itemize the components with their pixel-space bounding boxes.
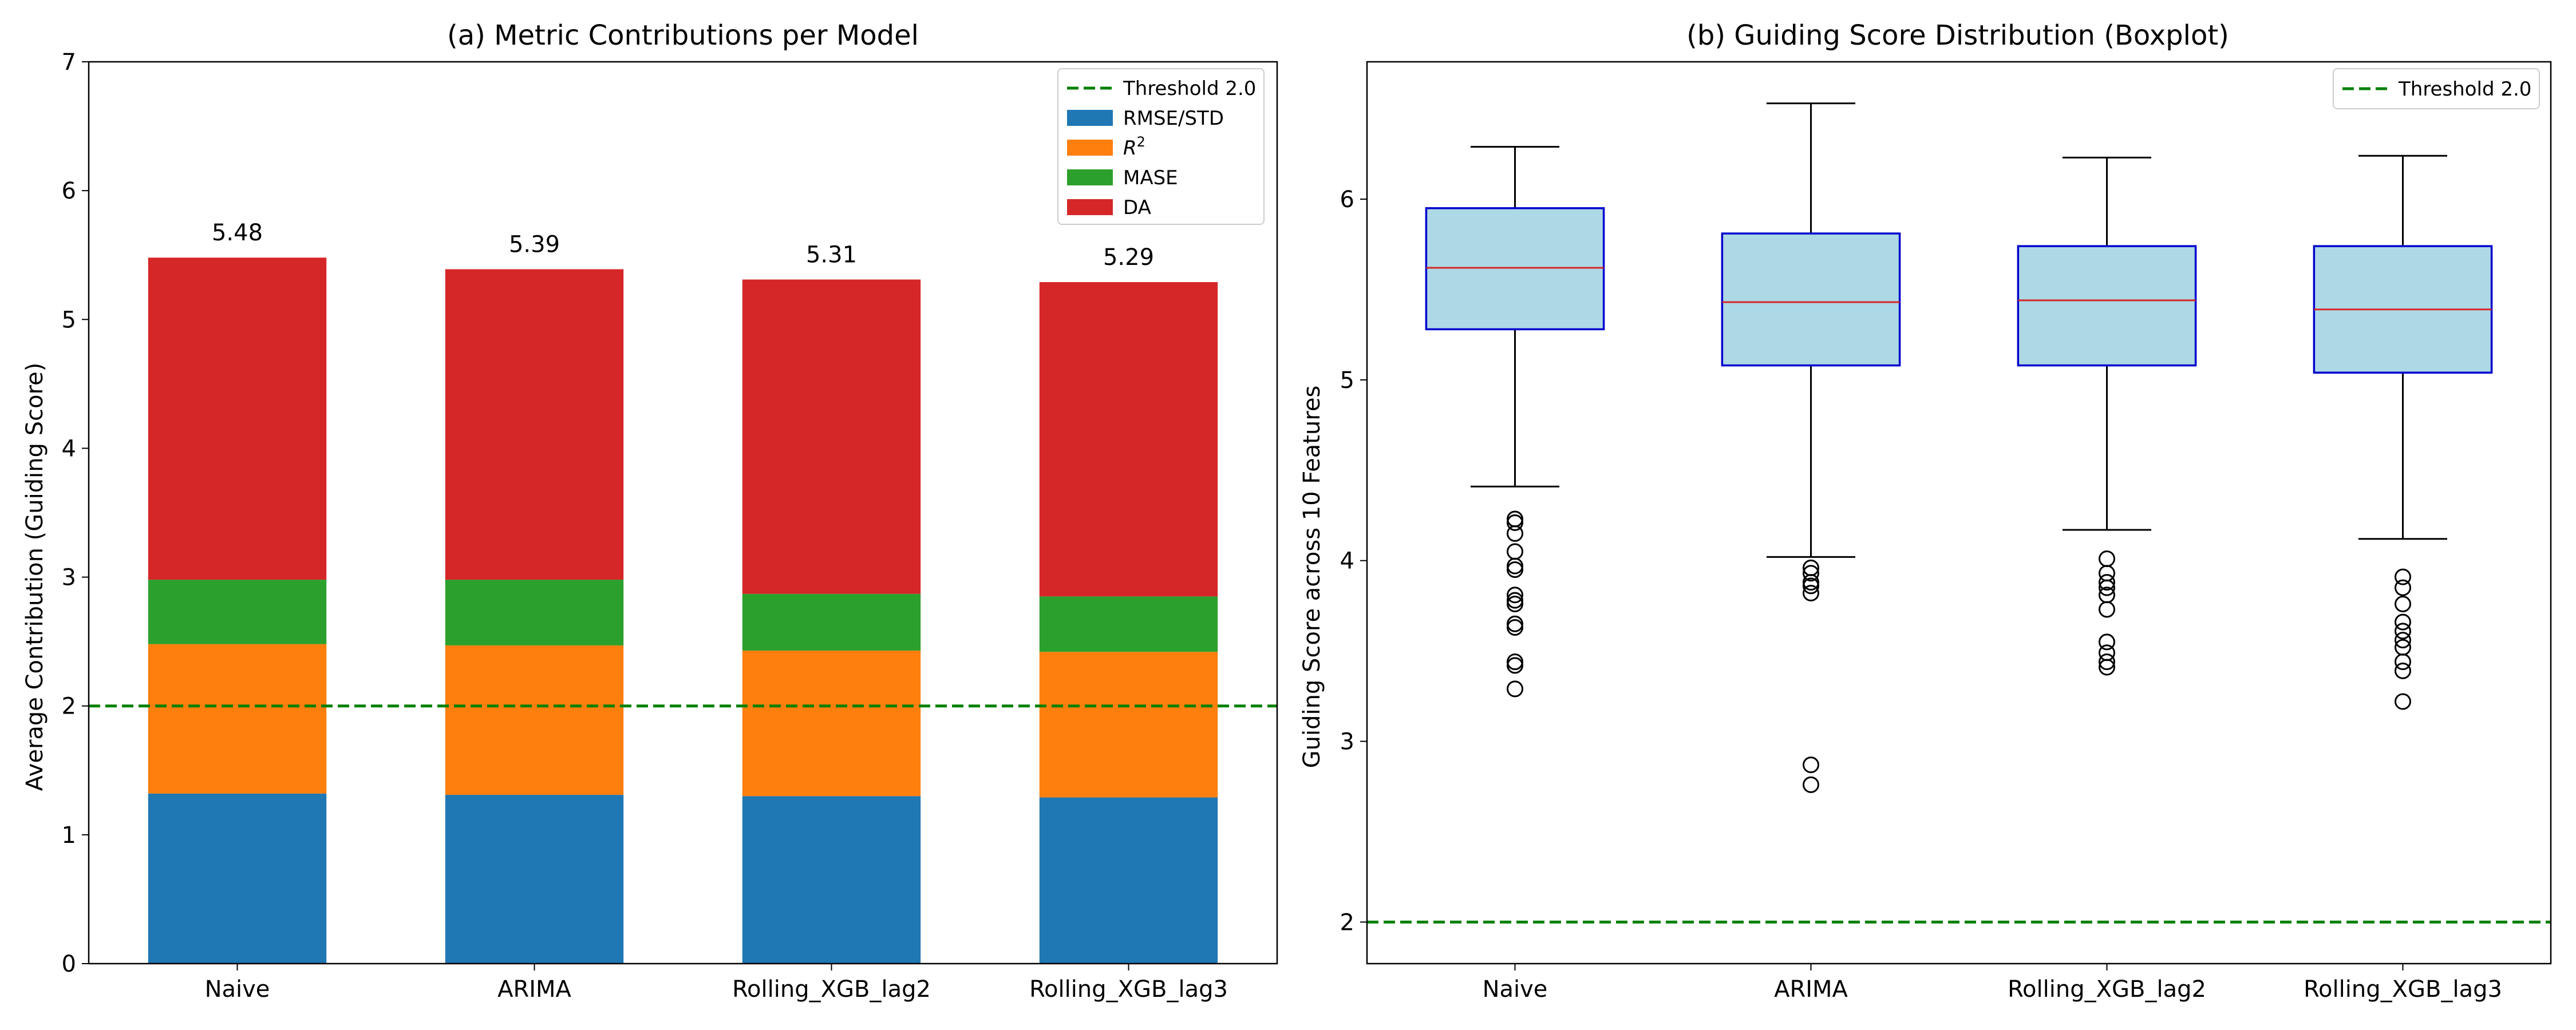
- outlier-point: [1803, 756, 1819, 774]
- bar-segment-arima-r2: [445, 645, 624, 795]
- x-tick-label: Rolling_XGB_lag2: [732, 976, 931, 1003]
- outlier-point: [2395, 613, 2411, 631]
- bar-segment-rolling-xgb-lag3-mase: [1039, 596, 1218, 652]
- outlier-point: [2395, 662, 2411, 679]
- outlier-point: [2395, 568, 2411, 585]
- legend-label-r2: R2: [1123, 134, 1145, 160]
- bar-segment-rolling-xgb-lag2-rmse-std: [742, 796, 921, 964]
- bar-segment-naive-da: [148, 258, 327, 580]
- legend-swatch-mase: [1067, 169, 1113, 185]
- box-arima: [1721, 232, 1901, 367]
- chart-a-y-axis-label: Average Contribution (Guiding Score): [22, 363, 48, 791]
- outlier-point: [2099, 633, 2115, 651]
- y-tick-label: 3: [62, 565, 76, 591]
- total-label: 5.29: [1103, 244, 1154, 271]
- y-tick-label: 0: [62, 951, 76, 977]
- outlier-point: [2099, 574, 2115, 591]
- outlier-point: [2099, 579, 2115, 596]
- plot-frame: [1366, 61, 2552, 965]
- bar-segment-naive-mase: [148, 580, 327, 644]
- bar-segment-arima-mase: [445, 580, 624, 645]
- outlier-point: [1507, 525, 1523, 542]
- legend-swatch-r2: [1067, 140, 1113, 156]
- y-tick-label: 3: [1340, 729, 1354, 755]
- x-tick-label: ARIMA: [1774, 976, 1848, 1003]
- legend-label-da: DA: [1123, 196, 1151, 219]
- outlier-point: [1803, 776, 1819, 793]
- plot-frame: [88, 61, 1278, 965]
- chart-b-legend: Threshold 2.0: [2333, 68, 2540, 109]
- y-tick-label: 4: [1340, 548, 1354, 575]
- x-tick-label: Rolling_XGB_lag3: [1029, 976, 1228, 1003]
- legend-swatch-da: [1067, 199, 1113, 215]
- x-tick-label: Naive: [205, 976, 270, 1003]
- bar-segment-rolling-xgb-lag2-r2: [742, 650, 921, 797]
- bar-segment-naive-r2: [148, 644, 327, 794]
- outlier-point: [1803, 565, 1819, 582]
- y-tick-label: 1: [62, 822, 76, 849]
- outlier-point: [1507, 595, 1523, 612]
- outlier-point: [2099, 659, 2115, 676]
- y-tick-label: 2: [1340, 909, 1354, 936]
- total-label: 5.31: [806, 241, 857, 268]
- outlier-point: [1507, 514, 1523, 531]
- total-label: 5.48: [212, 220, 263, 246]
- outlier-point: [1507, 561, 1523, 578]
- bar-segment-rolling-xgb-lag2-mase: [742, 593, 921, 651]
- legend-label-rmse-std: RMSE/STD: [1123, 107, 1224, 130]
- panel-b-boxplot-chart: (b) Guiding Score Distribution (Boxplot)…: [1299, 19, 2552, 1003]
- bar-segment-arima-da: [445, 269, 624, 580]
- bar-segment-arima-rmse-std: [445, 795, 624, 964]
- bar-segment-rolling-xgb-lag2-da: [742, 279, 921, 594]
- total-label: 5.39: [509, 231, 560, 258]
- chart-b-title: (b) Guiding Score Distribution (Boxplot): [1686, 19, 2229, 52]
- chart-a-legend: Threshold 2.0 RMSE/STD R2 MASE DA: [1057, 68, 1265, 225]
- bar-segment-naive-rmse-std: [148, 793, 327, 964]
- chart-a-title: (a) Metric Contributions per Model: [447, 19, 919, 52]
- bar-segment-rolling-xgb-lag3-r2: [1039, 652, 1218, 798]
- outlier-point: [2395, 693, 2411, 710]
- outlier-point: [2099, 601, 2115, 618]
- bar-segment-rolling-xgb-lag3-rmse-std: [1039, 797, 1218, 964]
- y-tick-label: 5: [62, 307, 76, 333]
- y-tick-label: 6: [1340, 187, 1354, 213]
- outlier-point: [2099, 653, 2115, 671]
- outlier-point: [2395, 595, 2411, 612]
- outlier-point: [1507, 657, 1523, 674]
- outlier-point: [1507, 587, 1523, 604]
- outlier-point: [2395, 653, 2411, 671]
- legend-threshold-label: Threshold 2.0: [2398, 78, 2531, 101]
- legend-label-mase: MASE: [1123, 167, 1178, 189]
- legend-threshold-label: Threshold 2.0: [1123, 77, 1256, 100]
- outlier-point: [1803, 585, 1819, 602]
- outlier-point: [2395, 579, 2411, 596]
- x-tick-label: Naive: [1483, 976, 1548, 1003]
- box-rolling-xgb-lag2: [2017, 245, 2197, 367]
- chart-b-y-axis-label: Guiding Score across 10 Features: [1299, 386, 1325, 768]
- outlier-point: [2395, 632, 2411, 649]
- box-naive: [1425, 207, 1605, 331]
- y-tick-label: 4: [62, 435, 76, 462]
- y-tick-label: 5: [1340, 367, 1354, 394]
- x-tick-label: Rolling_XGB_lag3: [2304, 976, 2502, 1003]
- x-tick-label: Rolling_XGB_lag2: [2008, 976, 2206, 1003]
- outlier-point: [2395, 623, 2411, 640]
- y-tick-label: 7: [62, 49, 76, 76]
- panel-a-stacked-bar-chart: (a) Metric Contributions per Model Avera…: [22, 19, 1278, 1003]
- legend-frame: [2333, 68, 2540, 109]
- outlier-point: [1507, 619, 1523, 636]
- y-tick-label: 6: [62, 178, 76, 204]
- legend-swatch-rmse-std: [1067, 110, 1113, 126]
- x-tick-label: ARIMA: [497, 976, 571, 1003]
- outlier-point: [1507, 680, 1523, 698]
- y-tick-label: 2: [62, 694, 76, 720]
- bar-segment-rolling-xgb-lag3-da: [1039, 282, 1218, 597]
- outlier-point: [1803, 577, 1819, 595]
